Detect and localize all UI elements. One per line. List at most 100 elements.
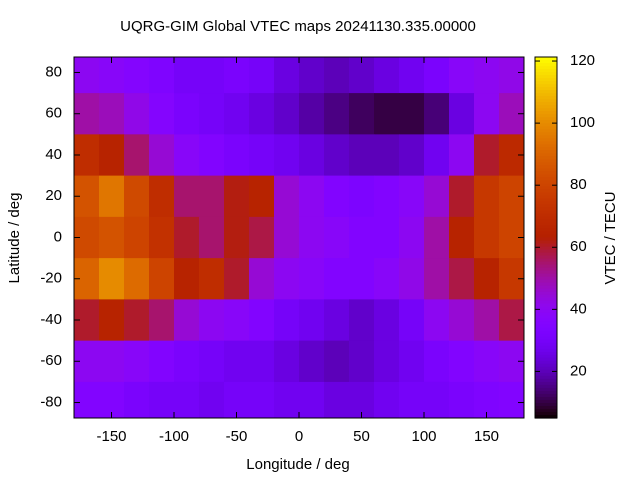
colorbar-step xyxy=(535,369,557,374)
colorbar-step xyxy=(535,108,557,112)
heat-cell xyxy=(124,134,150,177)
heat-cell xyxy=(224,381,250,418)
heatmap xyxy=(74,57,524,418)
colorbar-step xyxy=(535,189,557,193)
heat-cell xyxy=(324,57,350,94)
colorbar-step xyxy=(535,282,557,287)
colorbar-step xyxy=(535,339,557,344)
heat-cell xyxy=(324,216,350,259)
heat-cell xyxy=(474,299,500,342)
colorbar-step xyxy=(535,156,557,160)
heat-cell xyxy=(449,340,475,383)
colorbar-step xyxy=(535,147,557,151)
colorbar-step xyxy=(535,273,557,278)
heat-cell xyxy=(274,57,300,94)
heat-cell xyxy=(324,134,350,177)
heat-cell xyxy=(249,93,275,135)
heat-cell xyxy=(224,134,250,177)
colorbar-step xyxy=(535,210,557,215)
heat-cell xyxy=(424,340,450,383)
colorbar-step xyxy=(535,153,557,157)
heat-cell xyxy=(249,340,275,383)
heat-cell xyxy=(449,299,475,342)
heat-cell xyxy=(324,340,350,383)
heat-cell xyxy=(149,216,175,259)
heat-cell xyxy=(399,340,425,383)
heat-cell xyxy=(324,381,350,418)
colorbar-step xyxy=(535,177,557,181)
heat-cell xyxy=(174,93,200,135)
y-tick-label: 20 xyxy=(45,187,62,204)
heat-cell xyxy=(399,134,425,177)
heat-cell xyxy=(299,381,325,418)
colorbar-step xyxy=(535,249,557,254)
colorbar-step xyxy=(535,267,557,272)
colorbar-step xyxy=(535,180,557,184)
colorbar-step xyxy=(535,354,557,359)
heat-cell xyxy=(399,216,425,259)
colorbar-step xyxy=(535,252,557,257)
colorbar-step xyxy=(535,120,557,124)
colorbar-step xyxy=(535,99,557,103)
heat-cell xyxy=(99,381,125,418)
heat-cell xyxy=(374,340,400,383)
heat-cell xyxy=(274,216,300,259)
heat-cell xyxy=(449,216,475,259)
heat-cell xyxy=(299,258,325,300)
y-tick-label: 80 xyxy=(45,63,62,80)
colorbar-step xyxy=(535,387,557,392)
heat-cell xyxy=(474,57,500,94)
heat-cell xyxy=(124,258,150,300)
colorbar-tick-label: 40 xyxy=(570,300,587,317)
colorbar-step xyxy=(535,216,557,221)
heat-cell xyxy=(149,258,175,300)
heat-cell xyxy=(199,381,225,418)
heat-cell xyxy=(374,175,400,218)
heat-cell xyxy=(374,258,400,300)
heat-cell xyxy=(224,216,250,259)
y-tick-label: 40 xyxy=(45,146,62,163)
heat-cell xyxy=(399,57,425,94)
colorbar-step xyxy=(535,78,557,82)
heat-cell xyxy=(124,93,150,135)
x-tick-label: 0 xyxy=(295,428,303,445)
y-tick-label: -60 xyxy=(40,352,62,369)
heat-cell xyxy=(424,175,450,218)
heat-cell xyxy=(174,340,200,383)
heat-cell xyxy=(149,175,175,218)
heat-cell xyxy=(474,381,500,418)
colorbar-step xyxy=(535,258,557,263)
colorbar-step xyxy=(535,348,557,353)
heat-cell xyxy=(424,134,450,177)
heat-cell xyxy=(349,258,375,300)
heat-cell xyxy=(399,258,425,300)
y-axis-label: Latitude / deg xyxy=(6,193,23,284)
colorbar-step xyxy=(535,330,557,335)
heat-cell xyxy=(299,93,325,135)
heat-cell xyxy=(124,57,150,94)
colorbar-step xyxy=(535,231,557,236)
heat-cell xyxy=(249,381,275,418)
heat-cell xyxy=(199,134,225,177)
colorbar-step xyxy=(535,357,557,362)
heat-cell xyxy=(349,134,375,177)
colorbar-step xyxy=(535,243,557,248)
colorbar-step xyxy=(535,213,557,218)
colorbar-step xyxy=(535,171,557,175)
heat-cell xyxy=(99,258,125,300)
heat-cell xyxy=(474,93,500,135)
colorbar-step xyxy=(535,159,557,163)
heat-cell xyxy=(499,57,524,94)
heat-cell xyxy=(399,381,425,418)
colorbar-step xyxy=(535,132,557,136)
heat-cell xyxy=(324,299,350,342)
heat-cell xyxy=(124,340,150,383)
heat-cell xyxy=(249,175,275,218)
heat-cell xyxy=(449,258,475,300)
heat-cell xyxy=(274,381,300,418)
colorbar-step xyxy=(535,81,557,85)
colorbar-step xyxy=(535,264,557,269)
heat-cell xyxy=(474,340,500,383)
heat-cell xyxy=(124,216,150,259)
heat-cell xyxy=(349,175,375,218)
